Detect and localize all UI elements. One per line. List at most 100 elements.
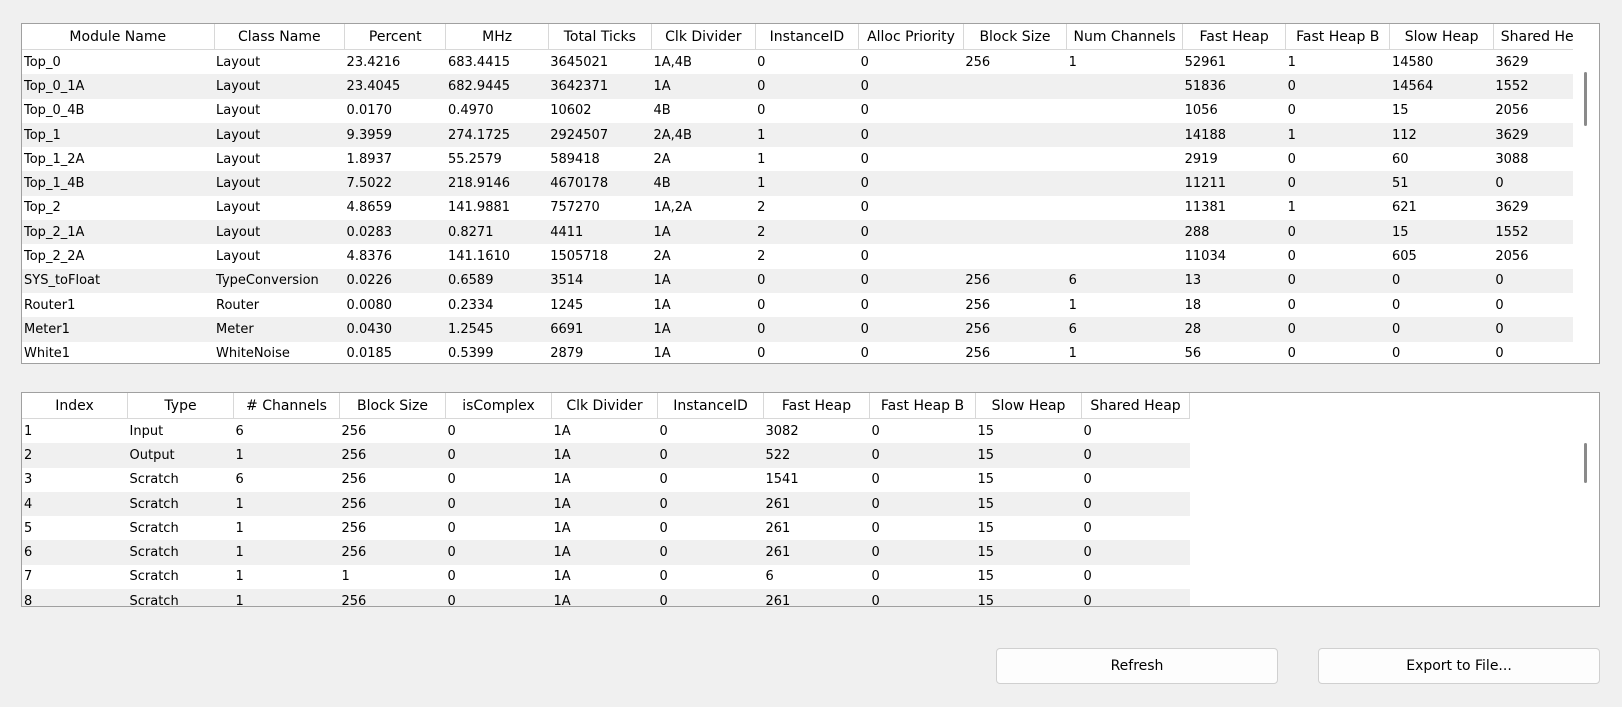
table-cell: 256 (963, 317, 1067, 342)
table-cell: 6 (22, 540, 128, 565)
column-header[interactable]: Alloc Priority (858, 24, 964, 50)
column-header[interactable]: InstanceID (657, 393, 764, 419)
column-header[interactable]: Block Size (339, 393, 446, 419)
table-cell: 1A (553, 520, 571, 536)
table-cell: 6 (235, 423, 244, 439)
table-cell: 274.1725 (445, 122, 549, 148)
refresh-button[interactable]: Refresh (996, 648, 1278, 684)
table-cell: 15 (975, 540, 1082, 565)
table-cell: 0 (755, 268, 859, 293)
table-cell: 23.4045 (344, 74, 446, 99)
column-header[interactable]: Clk Divider (651, 24, 756, 50)
column-header[interactable]: Total Ticks (548, 24, 652, 50)
column-header[interactable]: # Channels (233, 393, 340, 419)
table-cell: 112 (1389, 122, 1494, 148)
column-header[interactable]: Fast Heap B (1285, 24, 1391, 50)
column-header[interactable]: InstanceID (755, 24, 860, 50)
column-header[interactable]: Slow Heap (975, 393, 1082, 419)
table-cell: Top_1_2A (24, 151, 85, 167)
scrollbar[interactable] (1573, 393, 1599, 606)
table-row[interactable]: Router1 Router 0.0080 0.2334 1245 1A 0 0 256 1 18 0… (22, 293, 1599, 317)
table-row[interactable]: Top_2_1A Layout 0.0283 0.8271 4411 1A 2 0 288 0 15… (22, 220, 1599, 245)
column-header[interactable]: Shared Heap (1081, 393, 1190, 419)
table-cell (963, 122, 1067, 148)
table-cell: 0 (869, 491, 976, 517)
table-cell: Scratch (129, 569, 179, 585)
table-cell: 11381 (1184, 200, 1226, 216)
table-row[interactable]: Meter1 Meter 0.0430 1.2545 6691 1A 0 0 256 6 28 0 0 0 (22, 317, 1599, 342)
column-header[interactable]: Percent (344, 24, 447, 50)
table-cell: 256 (965, 54, 991, 70)
table-row[interactable]: 8 Scratch 1 256 0 1A 0 261 0 15 0 (22, 589, 1190, 606)
table-cell: TypeConversion (214, 268, 345, 293)
column-header[interactable]: Module Name (22, 24, 215, 50)
table-cell: 1541 (765, 472, 799, 488)
table-row[interactable]: 1 Input 6 256 0 1A 0 3082 0 15 0 (22, 419, 1190, 444)
column-header[interactable]: Fast Heap (1182, 24, 1287, 50)
table-cell: 261 (763, 540, 870, 565)
table-row[interactable]: Top_0_4B Layout 0.0170 0.4970 10602 4B 0 0 1056 0… (22, 99, 1599, 123)
table-cell: 0 (659, 520, 668, 536)
table-cell: 0 (860, 151, 869, 167)
table-cell: 7 (24, 569, 33, 585)
table-cell: 1 (341, 569, 350, 585)
table-row[interactable]: Top_0_1A Layout 23.4045 682.9445 3642371 1A 0 0… (22, 74, 1599, 99)
table-cell: 5 (24, 520, 33, 536)
table-row[interactable]: 5 Scratch 1 256 0 1A 0 261 0 15 0 (22, 516, 1190, 540)
table-cell: 682.9445 (445, 74, 549, 99)
table-cell: 4B (653, 103, 671, 119)
table-cell: 1.8937 (346, 151, 393, 167)
table-row[interactable]: Top_2 Layout 4.8659 141.9881 757270 1A,2A 2 0 11… (22, 196, 1599, 220)
column-header[interactable]: Clk Divider (551, 393, 658, 419)
table-cell: 0 (1287, 346, 1296, 362)
table-cell: 0 (755, 74, 859, 99)
column-header[interactable]: MHz (445, 24, 549, 50)
export-button[interactable]: Export to File... (1318, 648, 1600, 684)
table-row[interactable]: 4 Scratch 1 256 0 1A 0 261 0 15 0 (22, 491, 1190, 517)
table-row[interactable]: Top_0 Layout 23.4216 683.4415 3645021 1A,4B 0 0… (22, 50, 1599, 75)
column-header[interactable]: Slow Heap (1389, 24, 1494, 50)
column-header[interactable]: Index (22, 393, 128, 419)
table-row[interactable]: 7 Scratch 1 1 0 1A 0 6 0 15 0 (22, 565, 1190, 589)
table-cell: 15 (975, 443, 1082, 468)
table-row[interactable]: Top_1_4B Layout 7.5022 218.9146 4670178 4B 1 0 1… (22, 171, 1599, 196)
table-cell: 8 (22, 589, 128, 606)
table-cell: Scratch (127, 589, 234, 606)
table-row[interactable]: Top_1 Layout 9.3959 274.1725 2924507 2A,4B 1 0 1… (22, 122, 1599, 148)
scroll-thumb[interactable] (1584, 72, 1587, 126)
column-header[interactable]: isComplex (445, 393, 552, 419)
column-header[interactable]: Fast Heap (763, 393, 870, 419)
table-cell: Top_0 (24, 54, 61, 70)
table-row[interactable]: Top_1_2A Layout 1.8937 55.2579 589418 2A 1 0 291… (22, 147, 1599, 171)
table-cell: 1 (1285, 122, 1390, 148)
table-cell: 1 (233, 491, 340, 517)
table-cell: 51 (1389, 171, 1494, 196)
column-header[interactable]: Block Size (963, 24, 1068, 50)
column-header[interactable]: Type (127, 393, 234, 419)
table-row[interactable]: SYS_toFloat TypeConversion 0.0226 0.6589 351… (22, 268, 1599, 293)
table-cell: 52961 (1184, 54, 1226, 70)
table-row[interactable]: 6 Scratch 1 256 0 1A 0 261 0 15 0 (22, 540, 1190, 565)
table-cell: 3 (24, 472, 33, 488)
column-header[interactable]: Class Name (214, 24, 346, 50)
table-cell: 0 (657, 589, 764, 606)
table-cell: 256 (963, 268, 1067, 293)
table-row[interactable]: 2 Output 1 256 0 1A 0 522 0 15 0 (22, 443, 1190, 468)
table-row[interactable]: Top_2_2A Layout 4.8376 141.1610 1505718 2A 2 0 1… (22, 244, 1599, 268)
table-cell: 11034 (1184, 249, 1226, 265)
table-cell: 15 (1391, 103, 1409, 119)
scrollbar[interactable] (1573, 24, 1599, 363)
table-row[interactable]: 3 Scratch 6 256 0 1A 0 1541 0 15 0 (22, 468, 1190, 492)
table-cell: 522 (763, 443, 870, 468)
table-cell: Router1 (24, 297, 76, 313)
column-header[interactable]: Fast Heap B (869, 393, 976, 419)
table-cell: 0 (1391, 346, 1401, 362)
table-cell: 51836 (1182, 74, 1286, 99)
table-cell: 0 (860, 249, 869, 265)
table-cell: 0.0170 (346, 103, 393, 119)
buffer-table: Index Type # Channels Block Size isComplex Cl… (22, 393, 1190, 606)
column-header[interactable]: Num Channels (1066, 24, 1184, 50)
table-cell: Scratch (129, 472, 179, 488)
scroll-thumb[interactable] (1584, 443, 1587, 483)
table-row[interactable]: White1 WhiteNoise 0.0185 0.5399 2879 1A 0 0 256 1… (22, 342, 1599, 363)
